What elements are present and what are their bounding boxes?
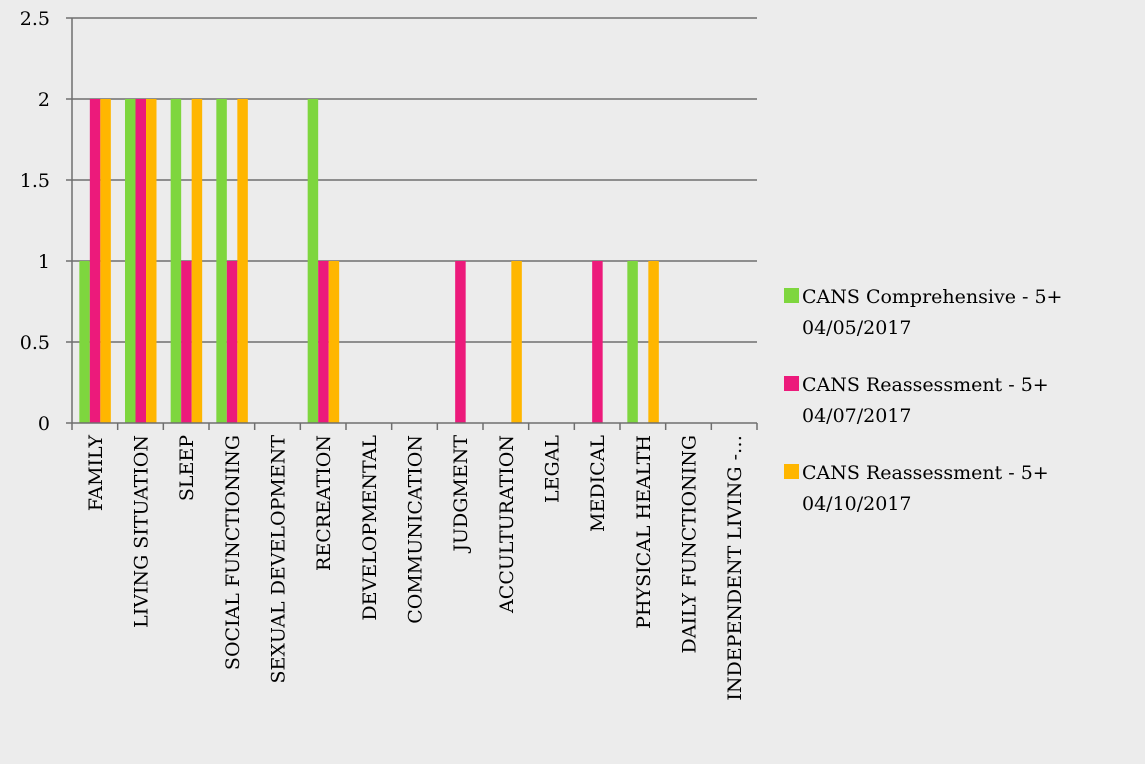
y-tick-label-3: 1.5 [20, 170, 50, 192]
bar-series2-12 [648, 261, 659, 423]
bar-series1-1 [135, 99, 146, 423]
bar-series2-1 [146, 99, 157, 423]
bar-series0-3 [216, 99, 227, 423]
y-tick-label-4: 2 [38, 89, 50, 111]
bars [79, 99, 659, 423]
x-category-label-13: DAILY FUNCTIONING [679, 435, 701, 654]
x-category-label-5: RECREATION [313, 435, 335, 571]
legend-label-1-0: CANS Reassessment - 5+ [802, 374, 1049, 396]
legend-label-0-0: CANS Comprehensive - 5+ [802, 286, 1062, 308]
bar-series0-2 [170, 99, 182, 423]
x-category-label-1: LIVING SITUATION [131, 435, 153, 628]
bar-series2-9 [511, 261, 522, 423]
x-category-label-9: ACCULTURATION [496, 435, 518, 614]
x-category-label-10: LEGAL [542, 435, 564, 503]
legend-label-2-1: 04/10/2017 [802, 493, 912, 515]
y-axis-tick-labels: 0 0.5 1 1.5 2 2.5 [20, 8, 50, 435]
bar-series1-2 [181, 261, 192, 423]
bar-series0-1 [125, 99, 136, 423]
x-axis-category-labels: FAMILY LIVING SITUATION SLEEP SOCIAL FUNCTI… [85, 435, 746, 701]
bar-series1-0 [89, 99, 101, 423]
y-tick-label-2: 1 [38, 251, 50, 273]
x-category-label-7: COMMUNICATION [405, 435, 427, 624]
x-category-label-8: JUDGMENT [450, 435, 472, 554]
legend-label-0-1: 04/05/2017 [802, 317, 912, 339]
legend-swatch-0 [784, 288, 799, 303]
axes [66, 17, 758, 430]
x-category-label-0: FAMILY [85, 435, 107, 512]
bar-series0-5 [307, 99, 319, 423]
bar-series2-0 [100, 99, 111, 423]
bar-series0-0 [79, 261, 90, 423]
bar-series1-5 [318, 261, 329, 423]
x-category-label-2: SLEEP [176, 435, 198, 501]
legend-label-1-1: 04/07/2017 [802, 405, 912, 427]
bar-series2-3 [237, 99, 248, 423]
y-tick-label-5: 2.5 [20, 8, 50, 30]
bar-series1-3 [226, 261, 238, 423]
legend-swatch-2 [784, 464, 799, 479]
x-category-label-3: SOCIAL FUNCTIONING [222, 435, 244, 670]
x-category-label-14: INDEPENDENT LIVING -… [724, 435, 746, 701]
x-category-label-4: SEXUAL DEVELOPMENT [268, 435, 290, 684]
x-category-label-6: DEVELOPMENTAL [359, 435, 381, 621]
legend-label-2-0: CANS Reassessment - 5+ [802, 462, 1049, 484]
legend-swatch-1 [784, 376, 799, 391]
bar-series0-12 [627, 261, 638, 423]
bar-series1-8 [455, 261, 466, 423]
y-tick-label-1: 0.5 [20, 332, 50, 354]
legend: CANS Comprehensive - 5+ 04/05/2017 CANS Re… [784, 286, 1062, 515]
bar-series2-5 [328, 261, 340, 423]
x-category-label-11: MEDICAL [587, 435, 609, 532]
x-category-label-12: PHYSICAL HEALTH [633, 435, 655, 629]
bar-series1-11 [592, 261, 603, 423]
bar-series2-2 [191, 99, 203, 423]
y-tick-label-0: 0 [38, 413, 50, 435]
